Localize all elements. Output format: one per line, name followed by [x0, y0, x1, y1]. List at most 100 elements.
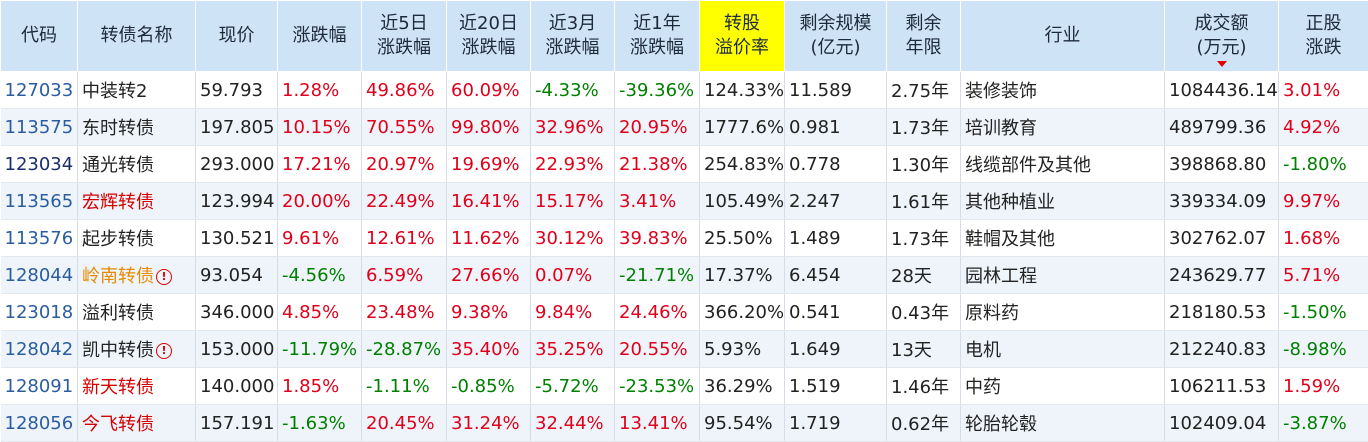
exclamation-circle-icon[interactable]: !: [156, 343, 172, 359]
cell-chg1y: -21.71%: [614, 256, 700, 294]
cell-chg3m: 15.17%: [530, 182, 615, 220]
sort-desc-arrow-icon[interactable]: [1216, 61, 1227, 67]
cell-chg3m: 35.25%: [530, 330, 615, 368]
cell-chg: 20.00%: [277, 182, 362, 220]
cell-premium: 254.83%: [699, 145, 785, 183]
cell-code[interactable]: 128044: [0, 256, 78, 294]
table-row[interactable]: 128056 今飞转债 157.191 -1.63% 20.45% 31.24% 32.44…: [0, 404, 1368, 442]
exclamation-circle-icon[interactable]: !: [156, 269, 172, 285]
cell-volume: 218180.53: [1164, 293, 1279, 331]
bond-name-link[interactable]: 通光转债: [82, 155, 154, 176]
column-header-code[interactable]: 代码: [0, 0, 78, 72]
cell-chg: -11.79%: [277, 330, 362, 368]
column-header-chg20d[interactable]: 近20日 涨跌幅: [446, 0, 531, 72]
table-row[interactable]: 128091 新天转债 140.000 1.85% -1.11% -0.85% -5.72%…: [0, 367, 1368, 405]
cell-years: 1.73年: [886, 219, 961, 257]
bond-name-link[interactable]: 凯中转债: [82, 340, 154, 361]
column-header-size[interactable]: 剩余规模 (亿元): [784, 0, 887, 72]
cell-code[interactable]: 128042: [0, 330, 78, 368]
cell-size: 1.519: [784, 367, 887, 405]
cell-price: 130.521: [195, 219, 278, 257]
cell-name[interactable]: 起步转债: [77, 219, 196, 257]
column-header-stockchg[interactable]: 正股 涨跌: [1278, 0, 1368, 72]
table-row[interactable]: 123034 通光转债 293.000 17.21% 20.97% 19.69% 22.93…: [0, 145, 1368, 183]
cell-premium: 1777.6%: [699, 108, 785, 146]
column-header-years[interactable]: 剩余 年限: [886, 0, 961, 72]
cell-chg5d: 20.97%: [361, 145, 447, 183]
column-header-premium[interactable]: 转股 溢价率: [699, 0, 785, 72]
cell-name[interactable]: 通光转债: [77, 145, 196, 183]
cell-size: 0.778: [784, 145, 887, 183]
cell-chg5d: 23.48%: [361, 293, 447, 331]
cell-chg: 9.61%: [277, 219, 362, 257]
cell-premium: 5.93%: [699, 330, 785, 368]
bond-name-link[interactable]: 中装转2: [82, 81, 148, 102]
header-row: 代码 转债名称 现价 涨跌幅 近5日 涨跌幅 近20日 涨跌幅 近3月 涨跌幅 近1年 涨跌幅 转股 溢价…: [0, 0, 1368, 72]
bond-name-link[interactable]: 溢利转债: [82, 303, 154, 324]
cell-code[interactable]: 128056: [0, 404, 78, 442]
bond-name-link[interactable]: 今飞转债: [82, 414, 154, 435]
cell-code[interactable]: 127033: [0, 71, 78, 109]
column-header-label: 近5日: [380, 13, 428, 34]
cell-volume: 106211.53: [1164, 367, 1279, 405]
cell-chg20d: 11.62%: [446, 219, 531, 257]
cell-chg1y: 21.38%: [614, 145, 700, 183]
cell-stockchg: -1.80%: [1278, 145, 1368, 183]
cell-size: 6.454: [784, 256, 887, 294]
cell-name[interactable]: 宏辉转债: [77, 182, 196, 220]
cell-name[interactable]: 凯中转债!: [77, 330, 196, 368]
cell-industry: 鞋帽及其他: [960, 219, 1165, 257]
cell-chg3m: 32.96%: [530, 108, 615, 146]
cell-chg1y: -23.53%: [614, 367, 700, 405]
column-header-label: 涨跌幅: [292, 25, 347, 46]
bond-name-link[interactable]: 东时转债: [82, 118, 154, 139]
column-header-volume[interactable]: 成交额 (万元): [1164, 0, 1279, 72]
column-header-label: 年限: [905, 37, 942, 58]
bond-name-link[interactable]: 宏辉转债: [82, 192, 154, 213]
cell-price: 140.000: [195, 367, 278, 405]
bond-name-link[interactable]: 新天转债: [82, 377, 154, 398]
cell-code[interactable]: 113576: [0, 219, 78, 257]
column-header-price[interactable]: 现价: [195, 0, 278, 72]
bond-name-link[interactable]: 起步转债: [82, 229, 154, 250]
cell-name[interactable]: 中装转2: [77, 71, 196, 109]
table-row[interactable]: 113565 宏辉转债 123.994 20.00% 22.49% 16.41% 15.17…: [0, 182, 1368, 220]
cell-chg20d: -0.85%: [446, 367, 531, 405]
cell-code[interactable]: 113575: [0, 108, 78, 146]
cell-chg3m: -5.72%: [530, 367, 615, 405]
cell-chg3m: 32.44%: [530, 404, 615, 442]
column-header-chg5d[interactable]: 近5日 涨跌幅: [361, 0, 447, 72]
column-header-chg[interactable]: 涨跌幅: [277, 0, 362, 72]
cell-chg: 1.85%: [277, 367, 362, 405]
cell-code[interactable]: 123018: [0, 293, 78, 331]
column-header-label: 行业: [1044, 25, 1081, 46]
cell-name[interactable]: 今飞转债: [77, 404, 196, 442]
cell-chg1y: 39.83%: [614, 219, 700, 257]
cell-premium: 25.50%: [699, 219, 785, 257]
cell-chg3m: 30.12%: [530, 219, 615, 257]
bond-name-link[interactable]: 岭南转债: [82, 266, 154, 287]
table-row[interactable]: 113575 东时转债 197.805 10.15% 70.55% 99.80% 32.96…: [0, 108, 1368, 146]
cell-code[interactable]: 113565: [0, 182, 78, 220]
column-header-name[interactable]: 转债名称: [77, 0, 196, 72]
cell-volume: 398868.80: [1164, 145, 1279, 183]
column-header-chg3m[interactable]: 近3月 涨跌幅: [530, 0, 615, 72]
column-header-chg1y[interactable]: 近1年 涨跌幅: [614, 0, 700, 72]
table-row[interactable]: 127033 中装转2 59.793 1.28% 49.86% 60.09% -4.33% -…: [0, 71, 1368, 109]
table-row[interactable]: 128044 岭南转债! 93.054 -4.56% 6.59% 27.66% 0.07% -…: [0, 256, 1368, 294]
cell-name[interactable]: 岭南转债!: [77, 256, 196, 294]
table-row[interactable]: 113576 起步转债 130.521 9.61% 12.61% 11.62% 30.12%…: [0, 219, 1368, 257]
table-row[interactable]: 128042 凯中转债! 153.000 -11.79% -28.87% 35.40% 35…: [0, 330, 1368, 368]
cell-name[interactable]: 溢利转债: [77, 293, 196, 331]
cell-stockchg: 1.68%: [1278, 219, 1368, 257]
cell-code[interactable]: 128091: [0, 367, 78, 405]
cell-chg1y: 24.46%: [614, 293, 700, 331]
cell-years: 0.62年: [886, 404, 961, 442]
table-row[interactable]: 123018 溢利转债 346.000 4.85% 23.48% 9.38% 9.84% 24…: [0, 293, 1368, 331]
cell-name[interactable]: 新天转债: [77, 367, 196, 405]
column-header-industry[interactable]: 行业: [960, 0, 1165, 72]
cell-chg5d: 6.59%: [361, 256, 447, 294]
cell-code[interactable]: 123034: [0, 145, 78, 183]
cell-size: 0.981: [784, 108, 887, 146]
cell-name[interactable]: 东时转债: [77, 108, 196, 146]
